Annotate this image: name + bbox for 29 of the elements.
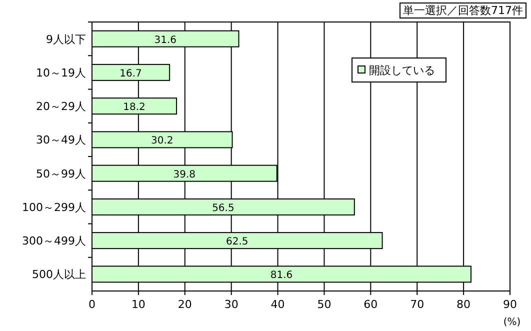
data-label: 31.6 — [154, 34, 177, 46]
x-tick-label: 30 — [224, 298, 238, 311]
data-label: 81.6 — [270, 270, 293, 282]
x-tick-label: 50 — [317, 298, 332, 311]
x-tick-label: 60 — [364, 298, 378, 311]
data-label: 30.2 — [151, 136, 174, 147]
y-tick-label: 500人以上 — [32, 268, 86, 282]
y-tick-label: 9人以下 — [46, 32, 86, 46]
y-tick-label: 300～499人 — [22, 234, 86, 248]
x-tick-label: 80 — [456, 298, 471, 311]
x-tick-label: 20 — [178, 298, 192, 311]
x-axis-title: (%) — [503, 317, 521, 328]
data-label: 18.2 — [123, 102, 146, 114]
y-tick-label: 10～19人 — [36, 66, 86, 80]
y-tick-label: 100～299人 — [22, 200, 86, 214]
text: 単一選択／回答数717件 — [403, 4, 523, 17]
data-label: 16.7 — [120, 68, 142, 80]
data-label: 62.5 — [226, 236, 248, 248]
y-tick-label: 50～99人 — [36, 167, 86, 180]
x-tick-label: 90 — [503, 298, 517, 311]
x-tick-label: 40 — [270, 298, 285, 311]
data-label: 39.8 — [173, 169, 196, 180]
x-tick-label: 70 — [410, 298, 424, 311]
y-tick-label: 30～49人 — [36, 134, 86, 147]
x-tick-label: 0 — [88, 298, 96, 311]
y-tick-label: 20～29人 — [36, 100, 86, 114]
data-label: 56.5 — [212, 202, 234, 214]
x-tick-label: 10 — [131, 298, 146, 311]
legend-label: 開設している — [369, 64, 435, 77]
